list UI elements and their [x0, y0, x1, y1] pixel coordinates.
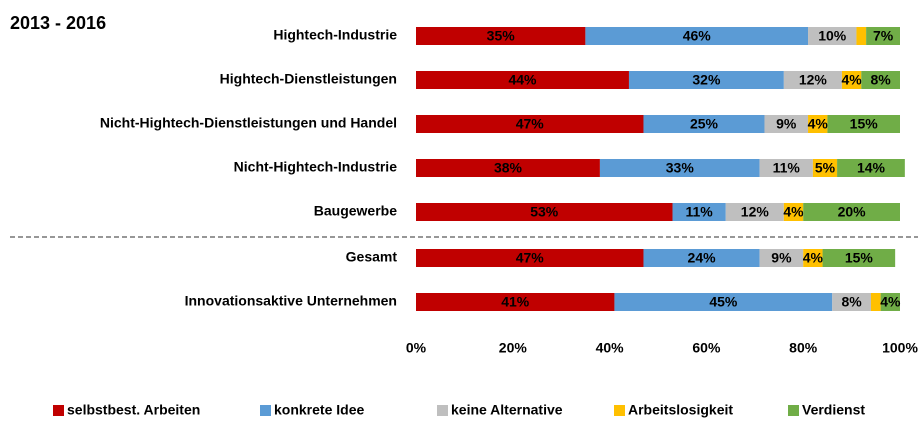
- bar-segment: [599, 159, 760, 177]
- bar-segment: [416, 159, 600, 177]
- bar-segment: [880, 293, 900, 311]
- bar-segment: [416, 249, 644, 267]
- data-label: 14%: [857, 160, 886, 176]
- data-label: 9%: [771, 250, 792, 266]
- bar-segment: [837, 159, 905, 177]
- bar-segment: [803, 249, 823, 267]
- legend-label: selbstbest. Arbeiten: [67, 402, 200, 418]
- bar-segment: [808, 115, 828, 133]
- y-tick-label: Nicht-Hightech-Industrie: [234, 159, 398, 175]
- y-tick-label: Innovationsaktive Unternehmen: [185, 293, 397, 309]
- legend-swatch: [437, 405, 448, 416]
- bar-segment: [614, 293, 833, 311]
- x-tick-label: 40%: [596, 340, 625, 356]
- data-label: 47%: [516, 116, 545, 132]
- bar-segment: [416, 71, 629, 89]
- bar-segment: [628, 71, 784, 89]
- chart-title: 2013 - 2016: [10, 13, 106, 33]
- data-label: 11%: [773, 160, 801, 176]
- data-label: 9%: [776, 116, 797, 132]
- bar-segment: [803, 203, 900, 221]
- bar-segment: [783, 203, 804, 221]
- bar-segment: [759, 249, 804, 267]
- x-tick-label: 80%: [789, 340, 818, 356]
- data-label: 20%: [838, 204, 867, 220]
- bar-segment: [808, 27, 857, 45]
- y-tick-label: Gesamt: [346, 249, 398, 265]
- data-label: 46%: [683, 28, 712, 44]
- legend-swatch: [614, 405, 625, 416]
- x-tick-label: 100%: [882, 340, 918, 356]
- data-label: 47%: [516, 250, 545, 266]
- legend-label: Arbeitslosigkeit: [628, 402, 733, 418]
- bar-segment: [856, 27, 867, 45]
- bar-segment: [822, 249, 896, 267]
- bar-segment: [870, 293, 881, 311]
- bar-segment: [783, 71, 842, 89]
- data-label: 41%: [501, 294, 530, 310]
- bar-segment: [832, 293, 871, 311]
- data-label: 4%: [808, 116, 829, 132]
- bar-segment: [841, 71, 862, 89]
- bar-segment: [585, 27, 809, 45]
- data-label: 12%: [799, 72, 828, 88]
- data-label: 33%: [666, 160, 695, 176]
- bar-segment: [812, 159, 838, 177]
- bar-segment: [643, 249, 760, 267]
- data-label: 10%: [818, 28, 847, 44]
- data-label: 53%: [530, 204, 559, 220]
- data-label: 8%: [841, 294, 862, 310]
- data-label: 15%: [845, 250, 874, 266]
- bar-segment: [672, 203, 726, 221]
- legend-label: Verdienst: [802, 402, 865, 418]
- bar-segment: [643, 115, 765, 133]
- data-label: 11%: [686, 204, 714, 220]
- legend-swatch: [260, 405, 271, 416]
- bar-segment: [416, 293, 615, 311]
- data-label: 15%: [850, 116, 879, 132]
- data-label: 4%: [841, 72, 862, 88]
- legend-swatch: [53, 405, 64, 416]
- bar-segment: [725, 203, 784, 221]
- legend-swatch: [788, 405, 799, 416]
- bar-segment: [416, 115, 644, 133]
- y-tick-label: Baugewerbe: [314, 203, 397, 219]
- y-tick-label: Hightech-Dienstleistungen: [220, 71, 397, 87]
- data-label: 4%: [880, 294, 901, 310]
- data-label: 4%: [783, 204, 804, 220]
- y-tick-label: Hightech-Industrie: [273, 27, 397, 43]
- data-label: 24%: [688, 250, 717, 266]
- data-label: 38%: [494, 160, 523, 176]
- data-label: 25%: [690, 116, 719, 132]
- data-label: 12%: [741, 204, 770, 220]
- data-label: 7%: [873, 28, 894, 44]
- bar-segment: [416, 27, 586, 45]
- data-label: 44%: [508, 72, 537, 88]
- x-tick-label: 0%: [406, 340, 427, 356]
- legend-label: keine Alternative: [451, 402, 563, 418]
- x-tick-label: 60%: [692, 340, 721, 356]
- bar-segment: [416, 203, 673, 221]
- bar-segment: [866, 27, 900, 45]
- x-tick-label: 20%: [499, 340, 528, 356]
- data-label: 5%: [815, 160, 836, 176]
- legend-label: konkrete Idee: [274, 402, 364, 418]
- y-tick-label: Nicht-Hightech-Dienstleistungen und Hand…: [100, 115, 397, 131]
- data-label: 8%: [871, 72, 892, 88]
- bar-segment: [764, 115, 809, 133]
- data-label: 32%: [692, 72, 721, 88]
- bar-segment: [861, 71, 900, 89]
- bar-segment: [827, 115, 900, 133]
- data-label: 4%: [803, 250, 824, 266]
- bar-segment: [759, 159, 813, 177]
- data-label: 45%: [709, 294, 738, 310]
- data-label: 35%: [487, 28, 516, 44]
